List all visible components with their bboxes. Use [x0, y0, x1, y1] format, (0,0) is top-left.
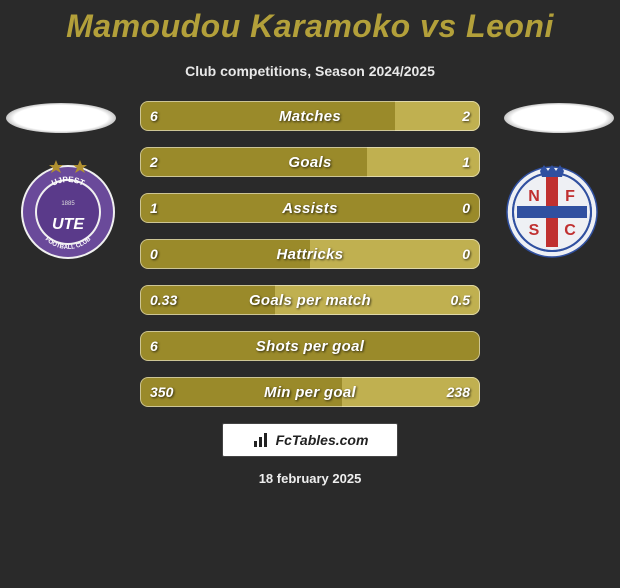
- stat-label: Goals per match: [140, 285, 480, 315]
- comparison-stage: UJPEST FOOTBALL CLUB 1885 UTE N F S C 62…: [0, 97, 620, 407]
- club-crest-right: N F S C: [502, 159, 602, 259]
- stat-label: Shots per goal: [140, 331, 480, 361]
- stat-label: Hattricks: [140, 239, 480, 269]
- nysc-crest-icon: N F S C: [502, 159, 602, 259]
- page-subtitle: Club competitions, Season 2024/2025: [0, 63, 620, 79]
- stat-label: Assists: [140, 193, 480, 223]
- stat-row: 21Goals: [140, 147, 480, 177]
- page-title: Mamoudou Karamoko vs Leoni: [0, 8, 620, 45]
- svg-text:N: N: [528, 188, 540, 205]
- svg-text:F: F: [565, 188, 575, 205]
- footer-date: 18 february 2025: [0, 471, 620, 486]
- svg-text:1885: 1885: [61, 201, 75, 207]
- stat-row: 350238Min per goal: [140, 377, 480, 407]
- ujpest-crest-icon: UJPEST FOOTBALL CLUB 1885 UTE: [18, 159, 118, 259]
- svg-text:UTE: UTE: [52, 216, 85, 233]
- stat-label: Goals: [140, 147, 480, 177]
- stat-bars: 62Matches 21Goals 10Assists 00Hattricks 0.33…: [140, 97, 480, 407]
- svg-text:S: S: [529, 222, 540, 239]
- stat-row: 0.330.5Goals per match: [140, 285, 480, 315]
- stat-label: Min per goal: [140, 377, 480, 407]
- bar-chart-icon: [252, 431, 270, 449]
- crest-shadow-right: [504, 103, 614, 133]
- stat-row: 62Matches: [140, 101, 480, 131]
- svg-text:C: C: [564, 222, 576, 239]
- stat-row: 00Hattricks: [140, 239, 480, 269]
- stat-label: Matches: [140, 101, 480, 131]
- brand-text: FcTables.com: [276, 432, 369, 448]
- brand-chip: FcTables.com: [222, 423, 398, 457]
- stat-row: 10Assists: [140, 193, 480, 223]
- club-crest-left: UJPEST FOOTBALL CLUB 1885 UTE: [18, 159, 118, 259]
- stat-row: 6Shots per goal: [140, 331, 480, 361]
- crest-shadow-left: [6, 103, 116, 133]
